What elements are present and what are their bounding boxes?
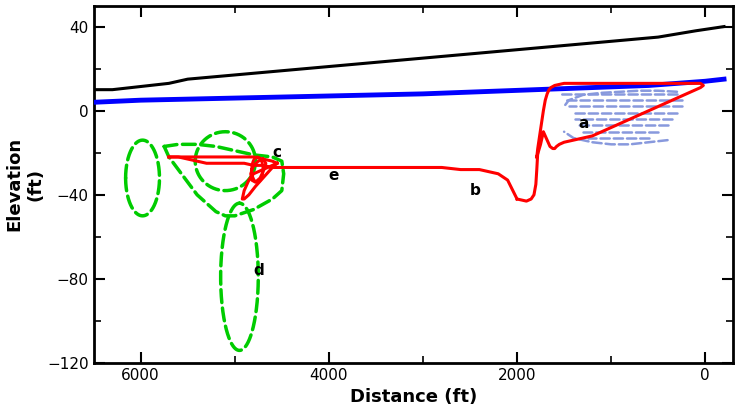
Text: e: e [329,168,339,183]
Text: b: b [470,183,481,198]
Text: c: c [273,145,282,160]
Text: a: a [578,115,588,131]
Text: d: d [253,263,265,278]
Y-axis label: Elevation
(ft): Elevation (ft) [6,137,44,232]
X-axis label: Distance (ft): Distance (ft) [350,389,477,407]
